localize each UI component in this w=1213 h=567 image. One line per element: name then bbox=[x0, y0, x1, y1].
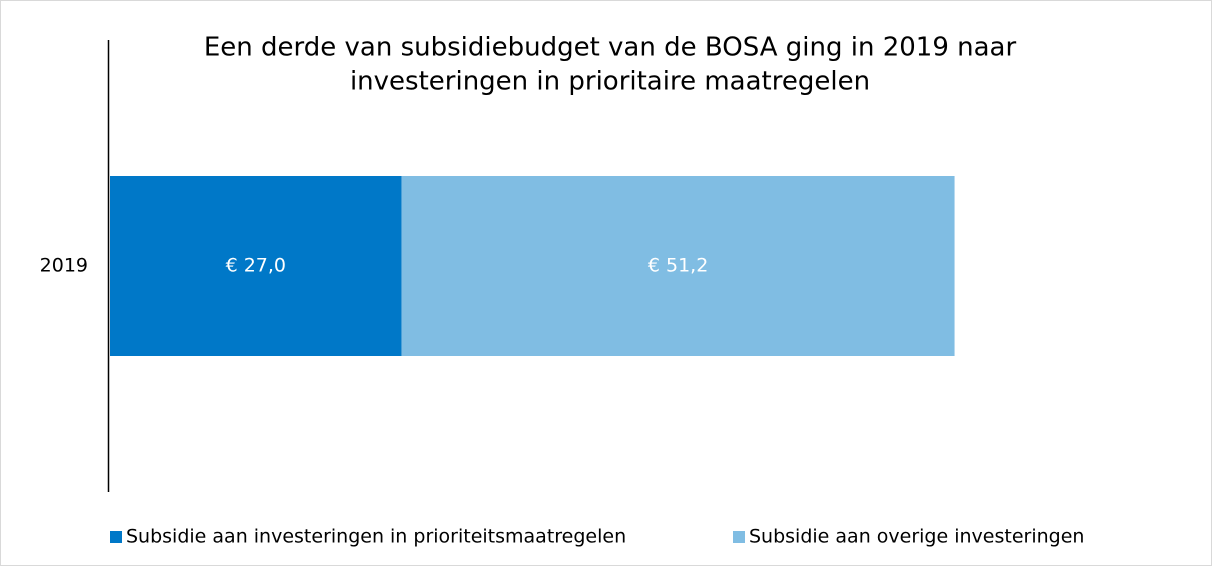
bar bbox=[110, 176, 402, 356]
y-tick-label: 2019 bbox=[40, 255, 88, 277]
chart-title: Een derde van subsidiebudget van de BOSA… bbox=[204, 33, 1017, 63]
chart-title: investeringen in prioritaire maatregelen bbox=[350, 67, 870, 97]
bar bbox=[401, 176, 955, 356]
legend-label: Subsidie aan overige investeringen bbox=[749, 526, 1084, 548]
data-label: € 51,2 bbox=[648, 255, 708, 277]
data-label: € 27,0 bbox=[226, 255, 286, 277]
legend-swatch bbox=[733, 531, 745, 543]
legend-label: Subsidie aan investeringen in prioriteit… bbox=[126, 526, 626, 548]
legend-swatch bbox=[110, 531, 122, 543]
